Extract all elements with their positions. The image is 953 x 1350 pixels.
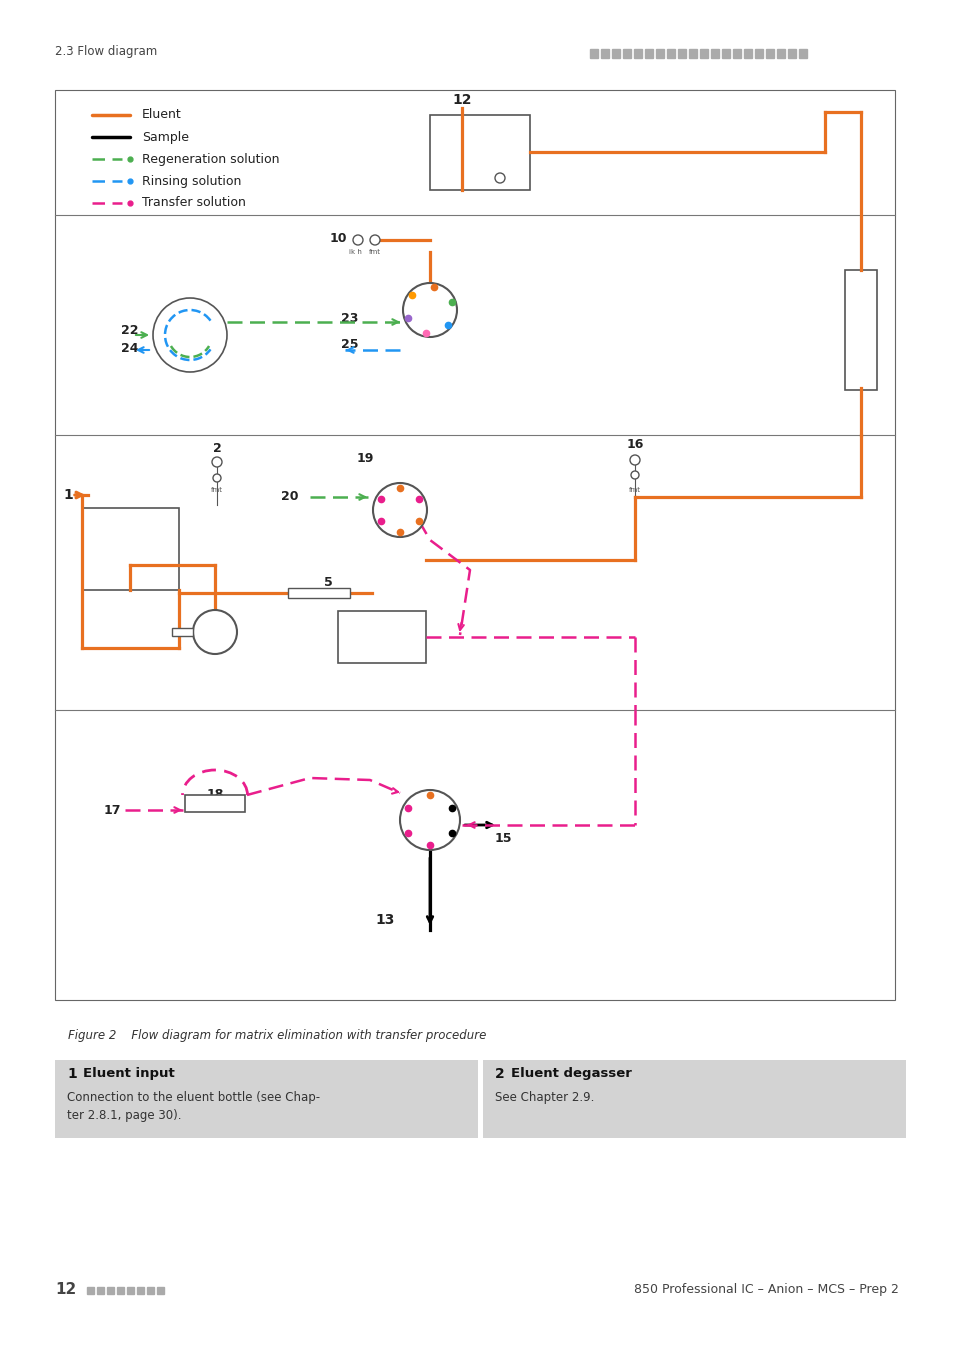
Text: Eluent: Eluent <box>142 108 182 122</box>
Text: 23: 23 <box>341 312 358 324</box>
Bar <box>743 49 751 58</box>
Bar <box>55 1060 477 1138</box>
Bar <box>678 49 685 58</box>
Text: Sample: Sample <box>142 131 189 143</box>
Text: 24: 24 <box>121 342 138 355</box>
Bar <box>147 1287 153 1295</box>
Circle shape <box>213 474 221 482</box>
Circle shape <box>370 235 379 244</box>
Bar <box>700 49 707 58</box>
Text: Transfer solution: Transfer solution <box>142 197 246 209</box>
Text: 8: 8 <box>865 319 875 332</box>
Circle shape <box>495 173 504 184</box>
Text: 22: 22 <box>121 324 138 336</box>
Bar <box>787 49 795 58</box>
Text: Eluent degasser: Eluent degasser <box>511 1068 631 1080</box>
Text: 850 Professional IC – Anion – MCS – Prep 2: 850 Professional IC – Anion – MCS – Prep… <box>634 1284 898 1296</box>
Text: 12: 12 <box>452 93 471 107</box>
Text: 3: 3 <box>125 543 134 558</box>
Bar <box>754 49 762 58</box>
Text: 5: 5 <box>323 576 332 590</box>
Bar <box>612 49 619 58</box>
Circle shape <box>152 298 227 373</box>
Bar <box>634 49 641 58</box>
Text: 17: 17 <box>103 803 121 817</box>
Circle shape <box>373 483 427 537</box>
Text: 6: 6 <box>376 630 386 644</box>
Bar <box>55 90 894 1000</box>
Bar <box>656 49 663 58</box>
Text: 2: 2 <box>213 441 221 455</box>
Text: 11: 11 <box>470 144 489 159</box>
Text: Figure 2    Flow diagram for matrix elimination with transfer procedure: Figure 2 Flow diagram for matrix elimina… <box>68 1029 486 1041</box>
Text: 13: 13 <box>375 913 395 927</box>
Bar <box>589 49 598 58</box>
Text: Regeneration solution: Regeneration solution <box>142 153 279 166</box>
Circle shape <box>402 284 456 338</box>
Text: 2.3 Flow diagram: 2.3 Flow diagram <box>55 46 157 58</box>
Bar <box>776 49 784 58</box>
Text: ik h: ik h <box>348 248 361 255</box>
Text: Connection to the eluent bottle (see Chap-: Connection to the eluent bottle (see Cha… <box>67 1092 320 1104</box>
Bar <box>137 1287 144 1295</box>
Text: fmt: fmt <box>369 248 380 255</box>
Circle shape <box>629 455 639 464</box>
Text: fmt: fmt <box>628 487 640 493</box>
Bar <box>710 49 719 58</box>
Text: 7: 7 <box>395 504 404 517</box>
Text: fmt: fmt <box>211 487 223 493</box>
Circle shape <box>353 235 363 244</box>
Text: 21: 21 <box>181 328 199 342</box>
Bar <box>337 612 426 663</box>
Bar <box>622 49 630 58</box>
Bar <box>765 49 773 58</box>
Bar <box>185 795 245 811</box>
Text: 19: 19 <box>355 451 374 464</box>
Circle shape <box>212 458 222 467</box>
Circle shape <box>193 610 236 653</box>
Bar <box>97 1287 104 1295</box>
Text: 9: 9 <box>425 304 434 316</box>
Circle shape <box>630 471 639 479</box>
Text: 1: 1 <box>63 487 72 502</box>
Text: 18: 18 <box>206 788 223 802</box>
Bar <box>157 1287 164 1295</box>
Text: 12: 12 <box>55 1282 76 1297</box>
Bar <box>688 49 697 58</box>
Bar <box>127 1287 133 1295</box>
Text: 20: 20 <box>281 490 298 504</box>
Bar <box>600 49 608 58</box>
Text: 16: 16 <box>626 439 643 451</box>
Text: 25: 25 <box>341 339 358 351</box>
Text: 4: 4 <box>211 625 219 639</box>
Bar <box>288 589 350 598</box>
Bar <box>107 1287 113 1295</box>
Text: Eluent input: Eluent input <box>83 1068 174 1080</box>
Text: 2: 2 <box>495 1066 504 1081</box>
Text: 10: 10 <box>329 231 347 244</box>
Bar <box>117 1287 124 1295</box>
Text: ter 2.8.1, page 30).: ter 2.8.1, page 30). <box>67 1110 181 1122</box>
Bar <box>430 115 530 190</box>
Bar <box>82 508 179 590</box>
Bar <box>666 49 675 58</box>
Bar <box>799 49 806 58</box>
Bar <box>644 49 652 58</box>
Text: See Chapter 2.9.: See Chapter 2.9. <box>495 1092 594 1104</box>
Text: 15: 15 <box>494 832 511 845</box>
Bar <box>732 49 740 58</box>
Text: 1: 1 <box>67 1066 76 1081</box>
Bar <box>172 628 193 636</box>
Bar <box>87 1287 94 1295</box>
Bar <box>844 270 876 390</box>
Bar <box>482 1060 905 1138</box>
Text: Rinsing solution: Rinsing solution <box>142 174 241 188</box>
Circle shape <box>399 790 459 850</box>
Bar <box>721 49 729 58</box>
Text: 14: 14 <box>421 814 438 826</box>
